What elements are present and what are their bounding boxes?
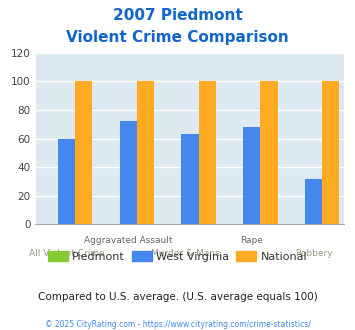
Bar: [137, 82, 154, 224]
Text: © 2025 CityRating.com - https://www.cityrating.com/crime-statistics/: © 2025 CityRating.com - https://www.city…: [45, 320, 310, 329]
Bar: [198, 82, 216, 224]
Bar: [181, 134, 198, 224]
Text: Rape: Rape: [240, 236, 263, 245]
Text: Aggravated Assault: Aggravated Assault: [84, 236, 173, 245]
Bar: [75, 82, 92, 224]
Legend: Piedmont, West Virginia, National: Piedmont, West Virginia, National: [43, 247, 312, 267]
Text: Robbery: Robbery: [295, 249, 332, 258]
Bar: [243, 127, 260, 224]
Text: Violent Crime Comparison: Violent Crime Comparison: [66, 30, 289, 45]
Text: Murder & Mans...: Murder & Mans...: [151, 249, 229, 258]
Bar: [58, 139, 75, 224]
Bar: [120, 121, 137, 224]
Text: All Violent Crime: All Violent Crime: [28, 249, 104, 258]
Bar: [322, 82, 339, 224]
Text: Compared to U.S. average. (U.S. average equals 100): Compared to U.S. average. (U.S. average …: [38, 292, 317, 302]
Bar: [305, 179, 322, 224]
Bar: [260, 82, 278, 224]
Text: 2007 Piedmont: 2007 Piedmont: [113, 8, 242, 23]
